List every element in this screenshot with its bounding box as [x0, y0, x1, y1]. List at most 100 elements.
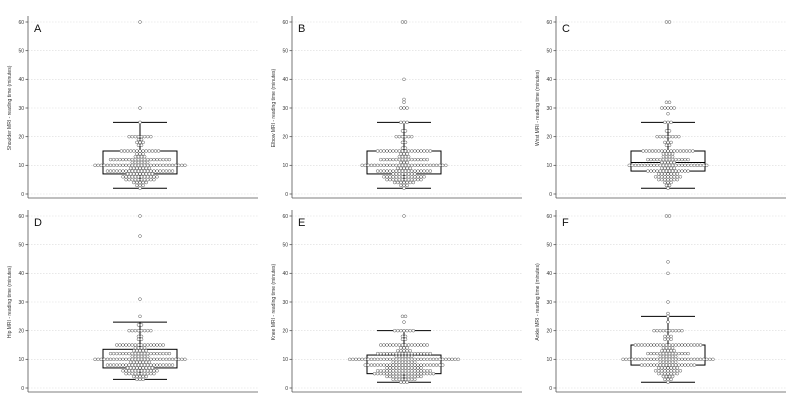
- data-point: [675, 149, 679, 153]
- data-point: [669, 172, 673, 176]
- data-point: [164, 351, 169, 356]
- data-point: [146, 328, 150, 333]
- data-point: [388, 343, 392, 347]
- data-point: [394, 374, 398, 379]
- data-point: [672, 149, 676, 153]
- data-point: [666, 377, 670, 382]
- data-point: [663, 180, 667, 185]
- data-point: [124, 177, 128, 182]
- data-point: [674, 363, 678, 367]
- data-point: [667, 351, 672, 356]
- data-point: [413, 360, 417, 364]
- data-point: [142, 155, 147, 159]
- data-point: [666, 177, 670, 182]
- data-point: [663, 366, 667, 370]
- panel-letter: A: [34, 23, 42, 35]
- data-point: [664, 354, 669, 359]
- data-point: [691, 149, 695, 153]
- data-point: [136, 337, 141, 341]
- data-point: [146, 169, 150, 173]
- data-point: [649, 157, 653, 162]
- data-point: [379, 369, 383, 373]
- data-point: [658, 343, 662, 347]
- data-point: [658, 354, 662, 359]
- y-tick-label: 60: [282, 20, 288, 26]
- data-point: [363, 357, 367, 362]
- data-point: [158, 357, 162, 362]
- data-point: [144, 360, 148, 364]
- data-point: [410, 169, 414, 173]
- data-point: [136, 354, 141, 359]
- data-point: [413, 343, 417, 347]
- data-point: [111, 363, 116, 367]
- data-point: [127, 371, 131, 376]
- data-point: [382, 351, 386, 356]
- y-tick-label: 50: [282, 242, 288, 248]
- data-point: [403, 374, 408, 379]
- data-point: [643, 163, 647, 168]
- data-point: [118, 357, 122, 362]
- data-point: [183, 357, 187, 362]
- data-point: [102, 163, 107, 168]
- data-point: [129, 360, 133, 364]
- data-point: [692, 163, 697, 168]
- data-point: [142, 343, 147, 347]
- data-point: [422, 357, 426, 362]
- data-point: [403, 146, 408, 150]
- data-point: [363, 163, 367, 168]
- data-point: [428, 363, 433, 367]
- data-point: [403, 177, 408, 182]
- data-point: [406, 172, 411, 176]
- data-point: [146, 160, 150, 165]
- data-point: [138, 360, 142, 364]
- data-point: [666, 149, 670, 153]
- data-point: [661, 169, 666, 173]
- data-point: [669, 140, 673, 145]
- data-point: [413, 369, 417, 373]
- data-point: [133, 369, 138, 373]
- data-point: [658, 357, 662, 362]
- data-point: [133, 328, 138, 333]
- data-point: [649, 169, 653, 173]
- data-point: [121, 369, 125, 373]
- data-point: [135, 377, 139, 382]
- data-point: [115, 343, 119, 347]
- y-tick-label: 20: [282, 134, 288, 140]
- data-point: [667, 363, 672, 367]
- data-point: [146, 163, 150, 168]
- data-point: [657, 369, 661, 373]
- data-point: [406, 163, 411, 168]
- data-point: [408, 166, 412, 170]
- data-point: [127, 157, 131, 162]
- data-point: [375, 351, 380, 356]
- data-point: [658, 169, 662, 173]
- data-point: [396, 328, 400, 333]
- data-point: [149, 363, 153, 367]
- data-point: [419, 157, 423, 162]
- data-point: [138, 366, 142, 370]
- data-point: [135, 183, 139, 188]
- data-point: [127, 163, 131, 168]
- data-point: [408, 349, 412, 353]
- data-point: [127, 177, 131, 182]
- data-point: [400, 351, 405, 356]
- data-point: [403, 351, 408, 356]
- data-point: [152, 343, 156, 347]
- data-point: [132, 366, 136, 370]
- data-point: [695, 343, 700, 347]
- y-tick-label: 50: [546, 48, 552, 54]
- data-point: [672, 166, 676, 170]
- data-point: [118, 343, 122, 347]
- data-point: [663, 377, 667, 382]
- data-point: [708, 357, 712, 362]
- data-point: [447, 357, 451, 362]
- data-point: [425, 371, 429, 376]
- data-point: [139, 363, 144, 367]
- data-point: [674, 351, 678, 356]
- data-point: [425, 169, 429, 173]
- data-point: [382, 357, 386, 362]
- data-point: [393, 180, 397, 185]
- data-point: [400, 314, 405, 319]
- data-point: [422, 175, 426, 179]
- data-point: [130, 177, 134, 182]
